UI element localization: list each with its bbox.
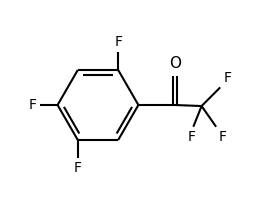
Text: F: F (29, 98, 37, 112)
Text: F: F (223, 71, 231, 85)
Text: F: F (74, 161, 82, 175)
Text: F: F (218, 130, 226, 144)
Text: F: F (114, 35, 122, 49)
Text: F: F (187, 130, 195, 144)
Text: O: O (169, 56, 181, 71)
